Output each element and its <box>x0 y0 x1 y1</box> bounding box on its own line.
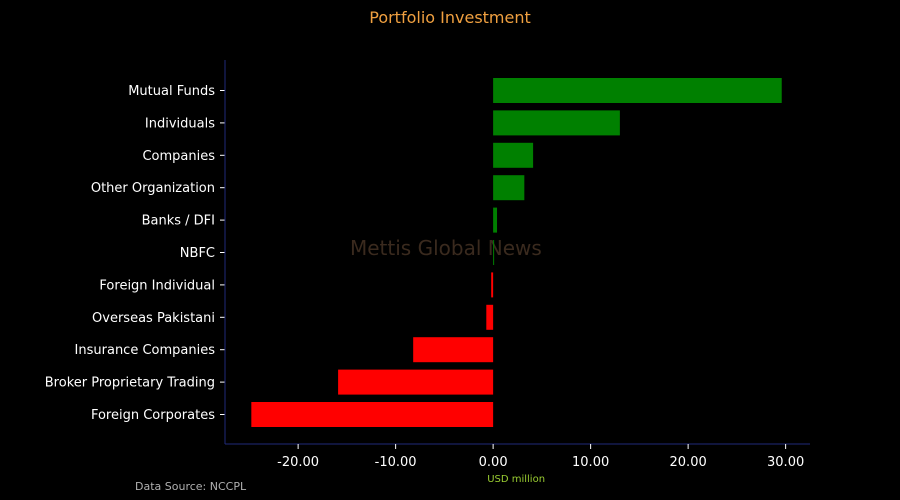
chart-title: Portfolio Investment <box>369 8 531 27</box>
category-label: NBFC <box>180 246 215 261</box>
watermark: Mettis Global News <box>350 236 542 260</box>
bar-foreign-corporates <box>251 402 494 427</box>
bar-nbfc <box>493 240 495 265</box>
x-tick-label: 30.00 <box>767 455 804 470</box>
bar-banks-dfi <box>493 207 498 233</box>
bar-companies <box>493 142 534 168</box>
x-tick-label: -20.00 <box>277 455 319 470</box>
bar-overseas-pakistani <box>486 304 494 330</box>
data-source: Data Source: NCCPL <box>135 480 247 493</box>
bar-broker-proprietary-trading <box>338 369 494 395</box>
bar-other-organization <box>493 175 525 201</box>
category-label: Foreign Corporates <box>91 408 215 423</box>
bar-foreign-individual <box>491 272 494 298</box>
category-label: Overseas Pakistani <box>92 311 215 326</box>
category-label: Other Organization <box>91 181 215 196</box>
category-label: Foreign Individual <box>99 278 215 293</box>
category-label: Individuals <box>145 116 215 131</box>
axes-group: Mutual Funds Individuals Companies Other Or… <box>45 60 810 485</box>
bars-group <box>251 78 782 427</box>
bar-individuals <box>493 110 620 136</box>
category-label: Mutual Funds <box>128 84 215 99</box>
x-tick-label: 20.00 <box>670 455 707 470</box>
x-tick-label: 0.00 <box>479 455 508 470</box>
category-label: Broker Proprietary Trading <box>45 376 215 391</box>
category-label: Banks / DFI <box>142 214 215 229</box>
category-label: Companies <box>142 149 215 164</box>
x-tick-label: 10.00 <box>572 455 609 470</box>
category-label: Insurance Companies <box>75 343 216 358</box>
bar-insurance-companies <box>413 337 494 363</box>
x-tick-label: -10.00 <box>375 455 417 470</box>
bar-mutual-funds <box>493 78 782 103</box>
x-axis-label: USD million <box>487 474 545 485</box>
